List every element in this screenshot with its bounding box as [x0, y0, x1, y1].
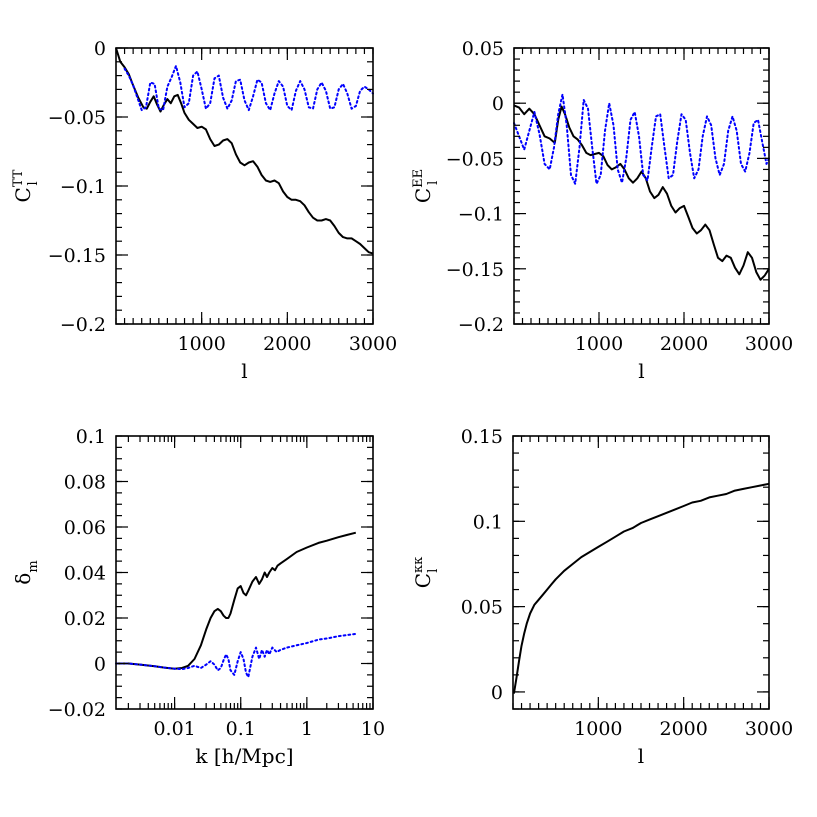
y-tick-label: −0.2 [458, 314, 504, 336]
x-tick-label: 0.01 [153, 718, 195, 740]
y-tick-label: 0.15 [461, 426, 503, 448]
y-tick-label: 0 [94, 38, 106, 60]
plot-frame [115, 435, 374, 710]
x-tick-label: 3000 [349, 333, 397, 355]
x-tick-label: 1000 [574, 718, 622, 740]
y-axis-label: δm [11, 560, 41, 584]
y-tick-label: 0.1 [76, 426, 106, 448]
x-axis-label: l [638, 744, 644, 768]
y-axis-label-main: C [11, 187, 35, 202]
y-tick-label: 0.04 [64, 563, 106, 585]
x-axis-label: l [638, 359, 644, 383]
series-line-solid [512, 482, 770, 694]
x-axis-label: l [241, 359, 247, 383]
y-tick-label: −0.15 [48, 245, 106, 267]
x-tick-label: 2000 [659, 718, 707, 740]
y-axis-label: CEEl [411, 169, 441, 203]
y-tick-label: −0.05 [446, 148, 504, 170]
plot-frame [512, 435, 770, 710]
x-tick-label: 2000 [263, 333, 311, 355]
y-tick-label: 0.08 [64, 472, 106, 494]
x-tick-label: 1000 [177, 333, 225, 355]
y-tick-label: 0.05 [461, 597, 503, 619]
x-tick-label: 10 [361, 718, 385, 740]
y-tick-label: 0.1 [473, 511, 503, 533]
y-tick-label: 0 [492, 93, 504, 115]
y-tick-label: 0.02 [64, 608, 106, 630]
y-tick-label: 0 [491, 682, 503, 704]
x-tick-label: 3000 [745, 718, 793, 740]
x-tick-label: 3000 [745, 333, 793, 355]
y-axis-label: Cκκl [411, 557, 441, 589]
y-axis-label-subscript: l [426, 569, 441, 573]
y-tick-label: −0.02 [48, 699, 106, 721]
y-axis-label-subscript: l [426, 181, 441, 185]
y-tick-label: 0.06 [64, 517, 106, 539]
y-axis-label-subscript: l [26, 181, 41, 185]
series-line-solid [116, 531, 357, 670]
y-tick-label: −0.15 [446, 259, 504, 281]
x-tick-label: 0.1 [226, 718, 256, 740]
y-tick-label: −0.2 [60, 314, 106, 336]
x-tick-label: 1 [301, 718, 313, 740]
x-axis-label: k [h/Mpc] [195, 744, 293, 768]
x-tick-label: 1000 [575, 333, 623, 355]
series-line-dotted [513, 93, 770, 185]
y-tick-label: −0.1 [458, 204, 504, 226]
series-line-solid [513, 104, 770, 281]
series-line-solid [115, 47, 374, 255]
y-axis-label-superscript: κκ [411, 557, 426, 573]
y-axis-label-superscript: EE [411, 169, 426, 188]
y-tick-label: 0.05 [462, 38, 504, 60]
series-line-dotted [115, 632, 357, 679]
y-axis-label-main: δ [11, 573, 35, 585]
plot-frame [115, 47, 374, 325]
x-tick-label: 2000 [660, 333, 708, 355]
plot-frame [513, 47, 770, 325]
y-axis-label-subscript: m [26, 560, 41, 572]
series-line-dotted [123, 64, 374, 112]
y-axis-label-superscript: TT [11, 169, 26, 187]
panel-delta-m: 0.01 0.1 1 10 −0.02 0 0.02 0.04 0.06 0.08 0.1 k [h/… [11, 426, 385, 768]
y-axis-label: CTTl [11, 169, 41, 202]
y-tick-label: −0.1 [60, 176, 106, 198]
y-axis-label-main: C [411, 188, 435, 203]
y-tick-label: −0.05 [48, 107, 106, 129]
y-tick-label: 0 [94, 654, 106, 676]
y-axis-label-main: C [411, 573, 435, 588]
